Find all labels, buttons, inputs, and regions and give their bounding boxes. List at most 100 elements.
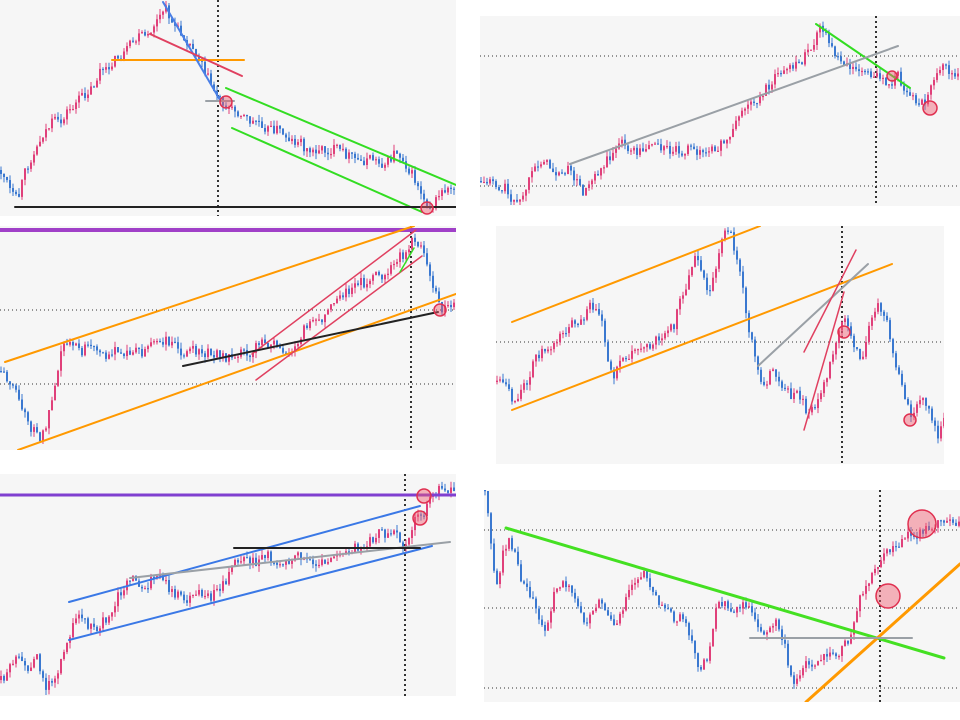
candle-body-73 [216,588,218,591]
candle-body-63 [666,145,668,148]
candle-body-42 [619,360,621,367]
candle-body-116 [829,652,831,657]
candle-body-89 [748,606,750,608]
candle-body-107 [798,61,800,63]
candle-body-66 [195,346,197,355]
candle-body-124 [853,622,855,635]
candle-body-121 [840,56,842,62]
candle-body-66 [195,49,197,56]
candle-body-61 [180,591,182,595]
candle-body-33 [592,302,594,310]
candle-body-150 [447,187,449,193]
candle-body-14 [523,581,525,584]
candle-body-84 [745,287,747,314]
candle-body-49 [628,589,630,598]
candle-body-60 [177,591,179,598]
candle-body-105 [312,559,314,565]
candle-body-52 [633,147,635,151]
candle-body-20 [57,673,59,679]
candle-body-155 [942,64,944,70]
candle-body-112 [333,303,335,305]
candle-body-135 [402,157,404,162]
candle-body-129 [868,583,870,586]
candle-body-132 [873,76,875,78]
candle-body-44 [613,619,615,625]
candle-body-16 [529,586,531,598]
candle-body-35 [586,622,588,624]
candle-body-144 [909,92,911,96]
candle-body-113 [832,354,834,362]
candle-body-102 [303,325,305,339]
candle-body-84 [249,557,251,564]
candle-body-13 [516,199,518,202]
candle-body-10 [27,168,29,170]
candle-body-11 [526,383,528,385]
candle-body-2 [3,173,5,178]
candle-body-56 [165,336,167,345]
candle-body-82 [727,601,729,609]
candle-body-110 [811,664,813,667]
candle-body-11 [514,549,516,552]
candle-body-134 [879,73,881,79]
candle-body-147 [922,529,924,534]
candle-body-65 [672,151,674,154]
candle-body-124 [849,63,851,69]
candle-body-11 [30,667,32,671]
candle-body-112 [829,361,831,379]
candle-body-59 [670,324,672,331]
candle-body-125 [868,325,870,342]
candle-body-38 [607,342,609,362]
candle-body-154 [939,69,941,74]
candle-body-36 [105,352,107,359]
candle-body-95 [282,128,284,135]
candle-body-14 [535,354,537,362]
candle-body-74 [219,350,221,358]
candle-body-104 [309,559,311,561]
candle-body-32 [93,86,95,88]
candle-body-104 [309,148,311,153]
candle-body-108 [801,62,803,65]
candle-body-3 [490,513,492,544]
candle-body-91 [750,101,752,105]
candle-body-104 [793,675,795,684]
candlestick-chart-1 [0,0,456,216]
candle-body-2 [483,181,485,184]
candle-body-85 [252,120,254,124]
candle-body-128 [865,585,867,594]
candle-body-133 [876,73,878,77]
candle-body-66 [691,266,693,276]
candle-body-140 [417,241,419,247]
candle-body-156 [949,519,951,521]
candle-body-43 [126,350,128,357]
candle-body-101 [796,390,798,393]
candle-body-150 [927,94,929,105]
candle-body-1 [0,675,2,680]
candle-body-125 [856,611,858,623]
candle-body-104 [309,321,311,329]
candle-body-25 [72,623,74,638]
candle-body-48 [141,349,143,357]
candle-body-119 [834,46,836,57]
candle-body-42 [123,590,125,596]
candle-body-27 [78,95,80,103]
candle-body-40 [117,55,119,59]
candle-body-58 [171,18,173,23]
candle-body-28 [565,581,567,588]
signal-circle-1 [433,303,447,317]
candle-body-59 [174,589,176,598]
candle-body-99 [294,555,296,561]
trend-line-2 [162,1,221,101]
candle-body-72 [213,84,215,91]
candle-body-60 [657,143,659,145]
candle-body-61 [664,604,666,609]
candle-body-95 [282,348,284,353]
candle-body-118 [831,43,833,47]
candle-body-133 [396,150,398,154]
candle-body-131 [390,533,392,535]
candle-body-101 [780,73,782,75]
candle-body-135 [886,549,888,554]
candle-body-88 [741,110,743,117]
candle-body-36 [105,67,107,70]
candle-body-5 [12,188,14,192]
candle-body-121 [856,347,858,349]
